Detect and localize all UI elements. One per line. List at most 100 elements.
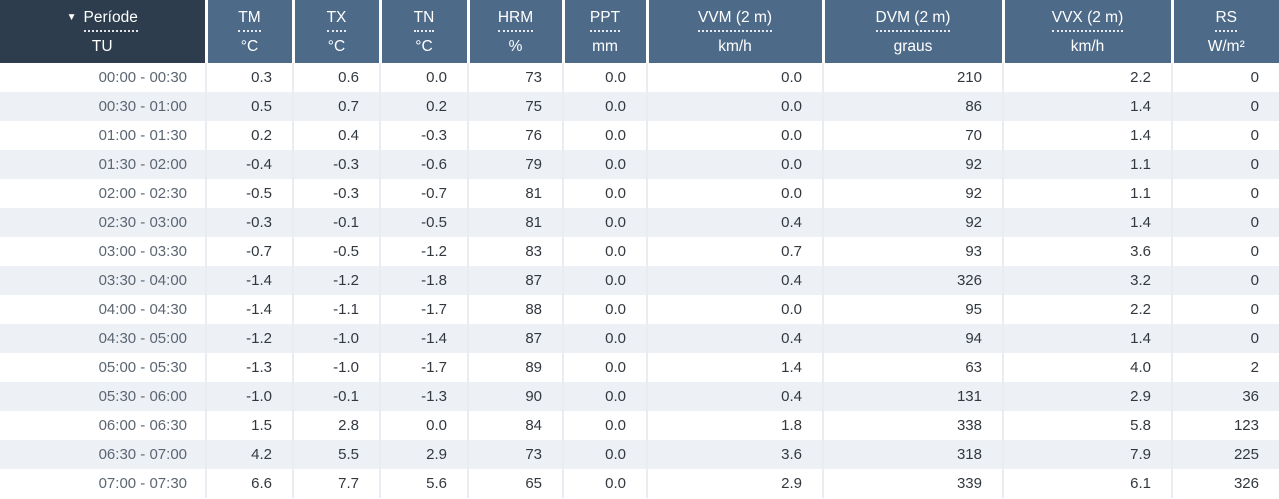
- cell-ppt: 0.0: [562, 469, 647, 498]
- cell-hrm: 89: [467, 353, 563, 382]
- table-row: 05:30 - 06:00 -1.0 -0.1 -1.3 90 0.0 0.4 131 2.9 3…: [0, 382, 1279, 411]
- column-header-vvm[interactable]: VVM (2 m) km/h: [645, 0, 823, 63]
- cell-ppt: 0.0: [562, 266, 647, 295]
- cell-tx: -0.1: [292, 382, 380, 411]
- cell-vvx: 2.2: [1002, 295, 1172, 324]
- cell-vvm: 0.0: [646, 179, 823, 208]
- cell-vvm: 1.8: [646, 411, 823, 440]
- cell-tx: -0.5: [292, 237, 380, 266]
- cell-vvx: 6.1: [1002, 469, 1172, 498]
- column-label-row: ▼ Període: [0, 8, 205, 32]
- column-label-row: TN: [382, 8, 467, 32]
- cell-dvm: 95: [822, 295, 1003, 324]
- table-row: 02:30 - 03:00 -0.3 -0.1 -0.5 81 0.0 0.4 92 1.4 0: [0, 208, 1279, 237]
- time-period-cell: 00:00 - 00:30: [98, 69, 187, 86]
- cell-ppt: 0.0: [562, 150, 647, 179]
- cell-vvm: 0.0: [646, 63, 823, 92]
- column-unit: W/m²: [1207, 38, 1245, 55]
- cell-rs: 0: [1171, 63, 1279, 92]
- column-label-row: TX: [295, 8, 379, 32]
- cell-rs: 0: [1171, 150, 1279, 179]
- column-header-dvm[interactable]: DVM (2 m) graus: [821, 0, 1003, 63]
- column-header-vvx[interactable]: VVX (2 m) km/h: [1001, 0, 1172, 63]
- cell-dvm: 94: [822, 324, 1003, 353]
- cell-ppt: 0.0: [562, 353, 647, 382]
- column-header-periode[interactable]: ▼ Període TU: [0, 0, 206, 63]
- cell-tn: 5.6: [379, 469, 468, 498]
- cell-ppt: 0.0: [562, 237, 647, 266]
- column-header-rs[interactable]: RS W/m²: [1170, 0, 1279, 63]
- column-unit: %: [508, 38, 523, 55]
- cell-ppt: 0.0: [562, 411, 647, 440]
- cell-dvm: 338: [822, 411, 1003, 440]
- table-row: 01:30 - 02:00 -0.4 -0.3 -0.6 79 0.0 0.0 92 1.1 0: [0, 150, 1279, 179]
- cell-vvm: 2.9: [646, 469, 823, 498]
- table-row: 02:00 - 02:30 -0.5 -0.3 -0.7 81 0.0 0.0 92 1.1 0: [0, 179, 1279, 208]
- time-period-cell: 00:30 - 01:00: [98, 98, 187, 115]
- cell-tx: -1.0: [292, 324, 380, 353]
- cell-rs: 0: [1171, 266, 1279, 295]
- cell-rs: 2: [1171, 353, 1279, 382]
- time-period-cell: 05:30 - 06:00: [98, 388, 187, 405]
- cell-ppt: 0.0: [562, 179, 647, 208]
- cell-hrm: 73: [467, 440, 563, 469]
- cell-dvm: 86: [822, 92, 1003, 121]
- column-label: VVX (2 m): [1051, 8, 1124, 32]
- cell-dvm: 131: [822, 382, 1003, 411]
- cell-vvm: 0.4: [646, 208, 823, 237]
- cell-hrm: 79: [467, 150, 563, 179]
- cell-hrm: 65: [467, 469, 563, 498]
- table-row: 07:00 - 07:30 6.6 7.7 5.6 65 0.0 2.9 339 6.1 326: [0, 469, 1279, 498]
- cell-vvm: 1.4: [646, 353, 823, 382]
- column-label: TM: [238, 8, 261, 32]
- cell-tn: -1.4: [379, 324, 468, 353]
- cell-vvm: 0.4: [646, 266, 823, 295]
- cell-tx: -1.1: [292, 295, 380, 324]
- cell-ppt: 0.0: [562, 440, 647, 469]
- cell-dvm: 93: [822, 237, 1003, 266]
- column-header-tn[interactable]: TN °C: [378, 0, 468, 63]
- time-period-cell: 02:00 - 02:30: [98, 185, 187, 202]
- cell-hrm: 88: [467, 295, 563, 324]
- time-period-cell: 01:30 - 02:00: [98, 156, 187, 173]
- cell-hrm: 76: [467, 121, 563, 150]
- cell-tx: 2.8: [292, 411, 380, 440]
- cell-ppt: 0.0: [562, 63, 647, 92]
- time-period-cell: 07:00 - 07:30: [98, 475, 187, 492]
- table-row: 04:30 - 05:00 -1.2 -1.0 -1.4 87 0.0 0.4 94 1.4 0: [0, 324, 1279, 353]
- cell-tn: 2.9: [379, 440, 468, 469]
- column-label: Període: [83, 8, 138, 32]
- column-header-tm[interactable]: TM °C: [204, 0, 293, 63]
- cell-rs: 123: [1171, 411, 1279, 440]
- cell-vvx: 2.2: [1002, 63, 1172, 92]
- cell-dvm: 210: [822, 63, 1003, 92]
- cell-tx: 7.7: [292, 469, 380, 498]
- cell-tn: -1.7: [379, 295, 468, 324]
- cell-tx: -0.3: [292, 150, 380, 179]
- cell-hrm: 75: [467, 92, 563, 121]
- table-row: 06:30 - 07:00 4.2 5.5 2.9 73 0.0 3.6 318 7.9 225: [0, 440, 1279, 469]
- cell-rs: 0: [1171, 295, 1279, 324]
- column-header-ppt[interactable]: PPT mm: [561, 0, 647, 63]
- column-header-tx[interactable]: TX °C: [291, 0, 380, 63]
- cell-tn: -1.2: [379, 237, 468, 266]
- cell-tm: -0.5: [205, 179, 293, 208]
- cell-hrm: 84: [467, 411, 563, 440]
- cell-hrm: 81: [467, 208, 563, 237]
- column-header-hrm[interactable]: HRM%: [466, 0, 563, 63]
- column-label: TN: [413, 8, 435, 32]
- cell-tn: -0.7: [379, 179, 468, 208]
- table-body: 00:00 - 00:30 0.3 0.6 0.0 73 0.0 0.0 210 2.2 0 00:…: [0, 63, 1279, 498]
- cell-vvx: 2.9: [1002, 382, 1172, 411]
- cell-tn: -1.7: [379, 353, 468, 382]
- time-period-cell: 02:30 - 03:00: [98, 214, 187, 231]
- cell-vvx: 3.2: [1002, 266, 1172, 295]
- cell-tx: 0.4: [292, 121, 380, 150]
- cell-tn: 0.0: [379, 411, 468, 440]
- cell-tn: -1.3: [379, 382, 468, 411]
- cell-vvm: 0.0: [646, 121, 823, 150]
- cell-rs: 0: [1171, 208, 1279, 237]
- column-label: VVM (2 m): [697, 8, 773, 32]
- cell-rs: 0: [1171, 324, 1279, 353]
